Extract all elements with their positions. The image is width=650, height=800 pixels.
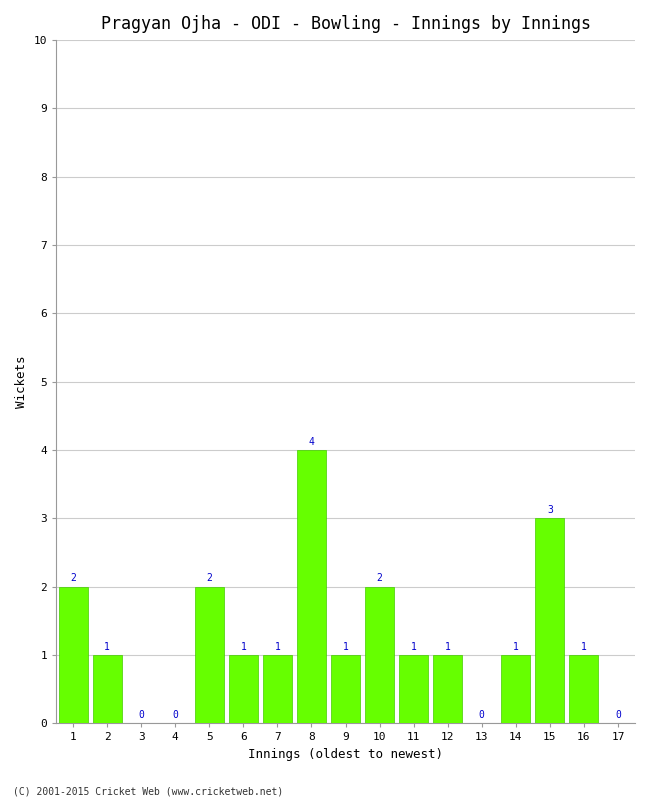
Bar [434, 655, 462, 723]
Bar [297, 450, 326, 723]
Text: 1: 1 [581, 642, 587, 652]
Bar [93, 655, 122, 723]
Text: 3: 3 [547, 505, 552, 515]
Bar [536, 518, 564, 723]
Bar [195, 586, 224, 723]
Y-axis label: Wickets: Wickets [15, 355, 28, 408]
Bar [58, 586, 88, 723]
Text: 1: 1 [240, 642, 246, 652]
Text: 2: 2 [207, 574, 213, 583]
Bar [569, 655, 599, 723]
Text: 1: 1 [104, 642, 110, 652]
Title: Pragyan Ojha - ODI - Bowling - Innings by Innings: Pragyan Ojha - ODI - Bowling - Innings b… [101, 15, 591, 33]
Text: 1: 1 [513, 642, 519, 652]
X-axis label: Innings (oldest to newest): Innings (oldest to newest) [248, 748, 443, 761]
Text: 0: 0 [615, 710, 621, 720]
Text: 0: 0 [172, 710, 178, 720]
Text: 0: 0 [138, 710, 144, 720]
Text: 1: 1 [343, 642, 348, 652]
Bar [365, 586, 394, 723]
Text: 0: 0 [479, 710, 485, 720]
Text: 2: 2 [70, 574, 76, 583]
Text: 1: 1 [274, 642, 280, 652]
Bar [263, 655, 292, 723]
Text: 2: 2 [376, 574, 383, 583]
Text: 4: 4 [309, 437, 315, 446]
Text: 1: 1 [411, 642, 417, 652]
Bar [501, 655, 530, 723]
Bar [399, 655, 428, 723]
Text: 1: 1 [445, 642, 450, 652]
Bar [331, 655, 360, 723]
Text: (C) 2001-2015 Cricket Web (www.cricketweb.net): (C) 2001-2015 Cricket Web (www.cricketwe… [13, 786, 283, 796]
Bar [229, 655, 258, 723]
